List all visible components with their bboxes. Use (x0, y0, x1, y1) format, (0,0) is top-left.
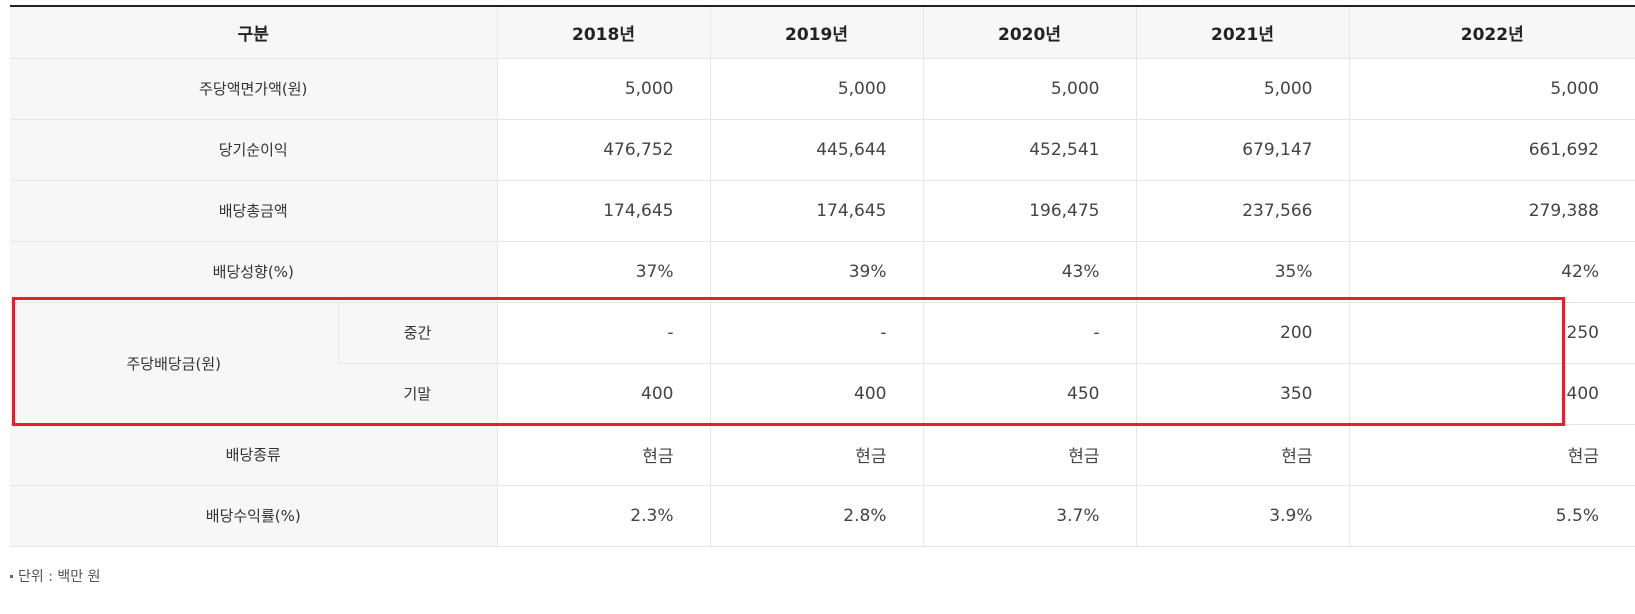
header-year-2022: 2022년 (1348, 6, 1635, 59)
table-row: 당기순이익 476,752 445,644 452,541 679,147 66… (10, 119, 1635, 181)
table-cell: 2.3% (496, 485, 710, 547)
table-cell: 400 (1348, 363, 1635, 425)
header-row: 구분 2018년 2019년 2020년 2021년 2022년 (10, 6, 1635, 59)
row-label: 배당총금액 (10, 180, 497, 242)
table-cell: 39% (709, 241, 923, 303)
dps-final-label: 기말 (338, 363, 497, 425)
table-cell: 279,388 (1348, 180, 1635, 242)
table-cell: 현금 (709, 424, 923, 486)
row-label: 당기순이익 (10, 119, 497, 181)
table-cell: 200 (1135, 302, 1349, 364)
table-row: 주당액면가액(원) 5,000 5,000 5,000 5,000 5,000 (10, 58, 1635, 120)
table-cell: 452,541 (922, 119, 1136, 181)
table-cell: 37% (496, 241, 710, 303)
table-cell: 445,644 (709, 119, 923, 181)
table-cell: 400 (496, 363, 710, 425)
table-cell: - (922, 302, 1136, 364)
table-cell: 현금 (496, 424, 710, 486)
table-cell: 5.5% (1348, 485, 1635, 547)
table-cell: 2.8% (709, 485, 923, 547)
dividend-table-wrapper: 구분 2018년 2019년 2020년 2021년 2022년 주당액면가액(… (10, 5, 1635, 547)
row-label: 주당액면가액(원) (10, 58, 497, 120)
table-cell: 5,000 (1348, 58, 1635, 120)
table-cell: - (709, 302, 923, 364)
table-row: 배당수익률(%) 2.3% 2.8% 3.7% 3.9% 5.5% (10, 485, 1635, 547)
header-year-2020: 2020년 (922, 6, 1136, 59)
table-cell: 현금 (922, 424, 1136, 486)
table-cell: 3.9% (1135, 485, 1349, 547)
table-cell: 35% (1135, 241, 1349, 303)
table-row: 배당총금액 174,645 174,645 196,475 237,566 27… (10, 180, 1635, 242)
table-row: 배당종류 현금 현금 현금 현금 현금 (10, 424, 1635, 486)
table-cell: 661,692 (1348, 119, 1635, 181)
dividend-table: 구분 2018년 2019년 2020년 2021년 2022년 주당액면가액(… (10, 5, 1635, 547)
table-cell: 250 (1348, 302, 1635, 364)
table-row-dps-final: 기말 400 400 450 350 400 (10, 363, 1635, 425)
unit-note: 단위 : 백만 원 (10, 566, 100, 586)
table-cell: 174,645 (709, 180, 923, 242)
table-cell: 350 (1135, 363, 1349, 425)
table-row: 배당성향(%) 37% 39% 43% 35% 42% (10, 241, 1635, 303)
table-cell: 43% (922, 241, 1136, 303)
dps-interim-label: 중간 (337, 302, 497, 364)
table-row-dps-interim: 주당배당금(원) 중간 - - - 200 250 (10, 302, 1635, 425)
unit-note-text: 단위 : 백만 원 (18, 569, 101, 585)
table-cell: 3.7% (922, 485, 1136, 547)
table-cell: 196,475 (922, 180, 1136, 242)
table-cell: 현금 (1135, 424, 1349, 486)
header-category: 구분 (10, 6, 497, 59)
header-year-2021: 2021년 (1135, 6, 1349, 59)
header-year-2018: 2018년 (496, 6, 710, 59)
bullet-icon (10, 574, 13, 578)
table-cell: 476,752 (496, 119, 710, 181)
header-year-2019: 2019년 (709, 6, 923, 59)
dps-label: 주당배당금(원) (10, 302, 338, 425)
row-label: 배당종류 (10, 424, 497, 486)
table-cell: 42% (1348, 241, 1635, 303)
table-cell: 450 (922, 363, 1136, 425)
table-cell: 174,645 (496, 180, 710, 242)
table-cell: 679,147 (1135, 119, 1349, 181)
table-cell: 5,000 (922, 58, 1136, 120)
table-cell: 5,000 (496, 58, 710, 120)
table-cell: 5,000 (1135, 58, 1349, 120)
table-cell: 5,000 (709, 58, 923, 120)
row-label: 배당수익률(%) (10, 485, 497, 547)
table-cell: 237,566 (1135, 180, 1349, 242)
table-cell: 현금 (1348, 424, 1635, 486)
table-cell: 400 (709, 363, 923, 425)
row-label: 배당성향(%) (10, 241, 497, 303)
table-cell: - (496, 302, 710, 364)
